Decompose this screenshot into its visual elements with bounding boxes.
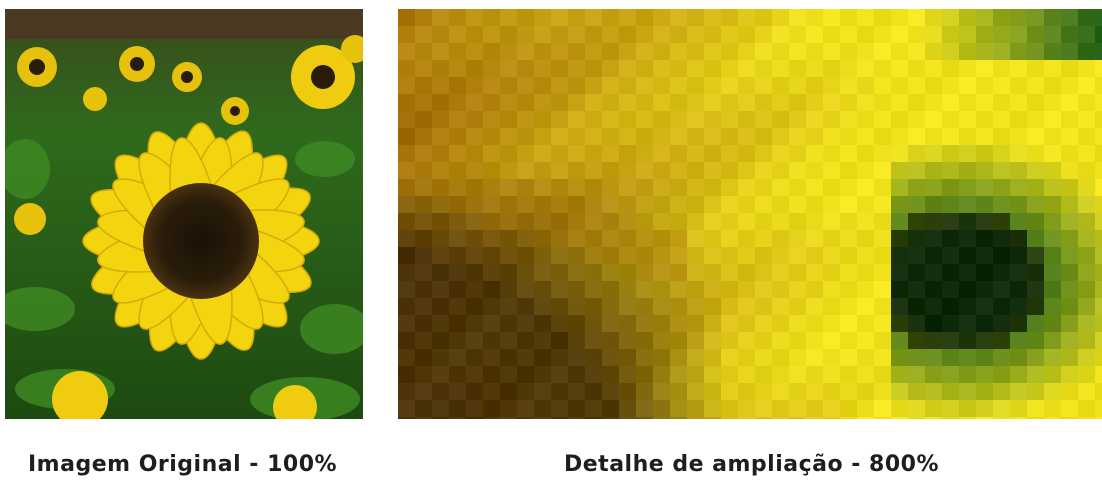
caption-zoom: Detalhe de ampliação - 800% bbox=[564, 452, 940, 477]
caption-original: Imagem Original - 100% bbox=[28, 452, 338, 477]
zoomed-detail-image bbox=[398, 9, 1102, 419]
sunflower-photo bbox=[5, 9, 363, 419]
sunflower-center bbox=[143, 183, 259, 299]
pixelated-zoom bbox=[398, 9, 1102, 419]
original-sunflower-image bbox=[5, 9, 363, 419]
